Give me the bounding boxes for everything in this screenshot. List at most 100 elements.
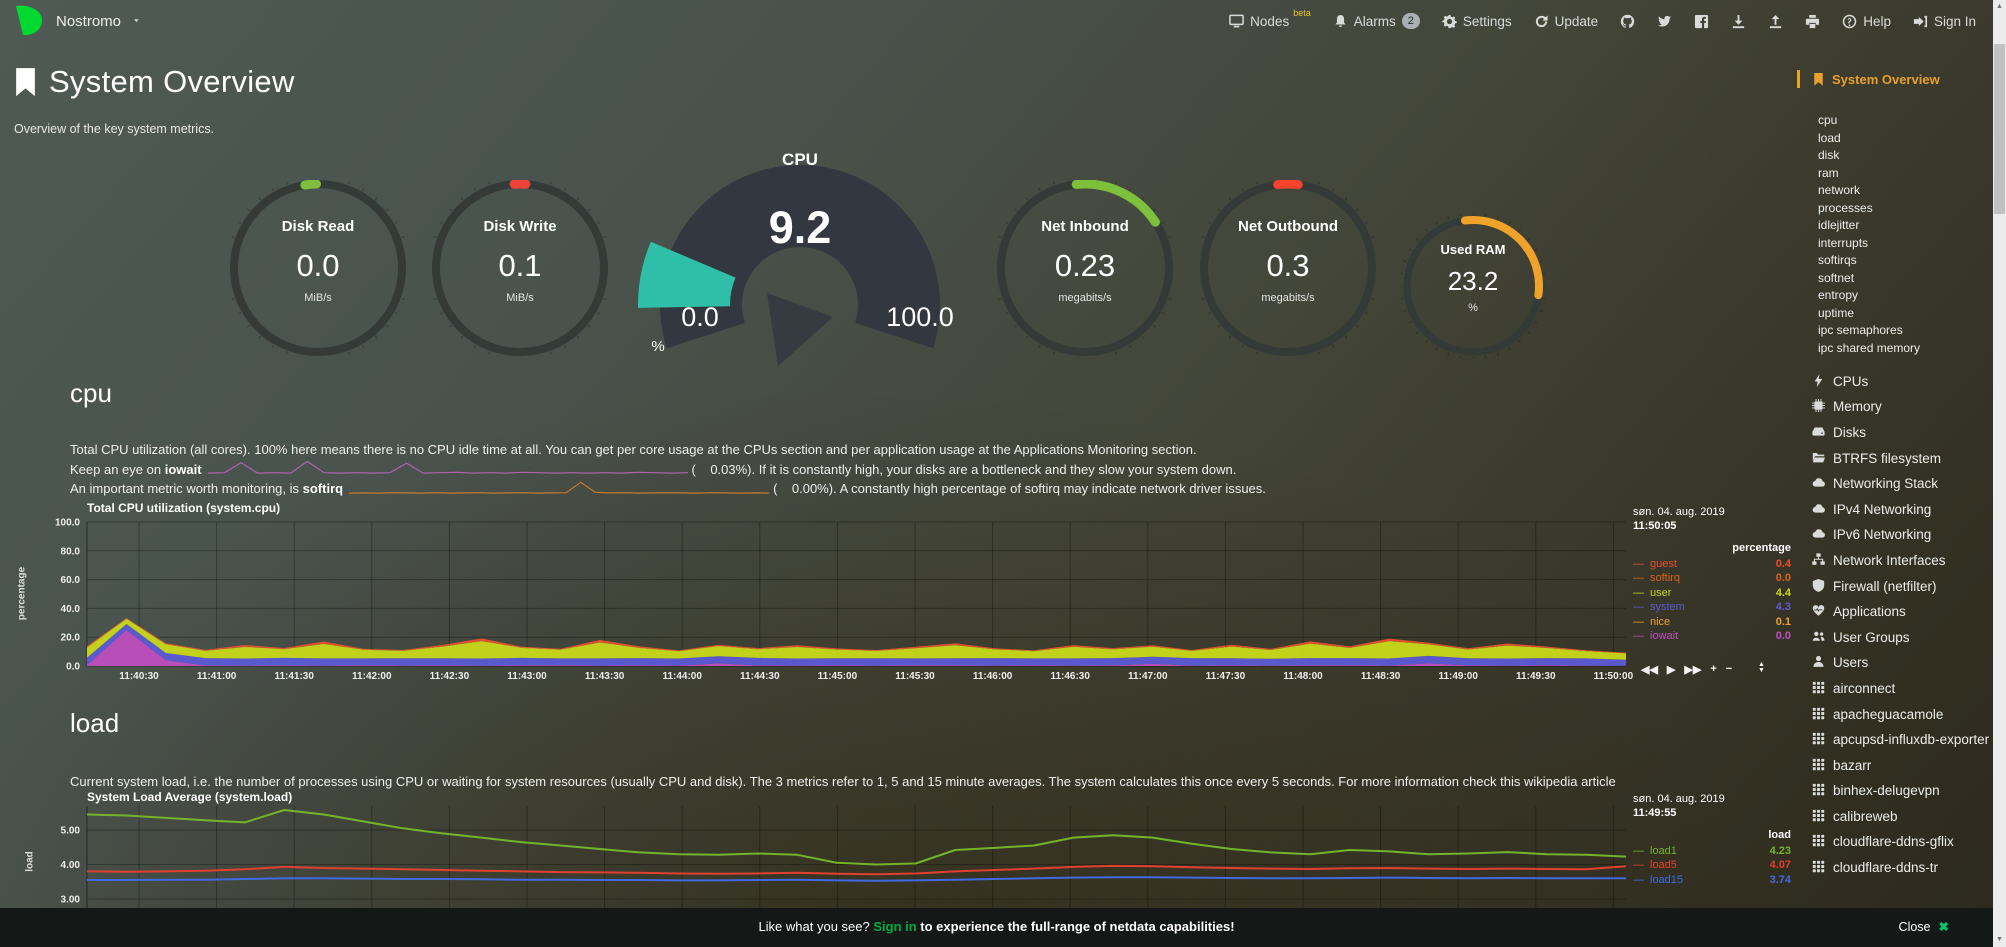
sidebar-item[interactable]: CPUs [1812, 369, 1993, 395]
sidebar-item[interactable]: cloudflare-ddns-gflix [1812, 830, 1993, 856]
gauge-used-ram[interactable]: Used RAM 23.2 % [1401, 214, 1545, 358]
legend-row[interactable]: — load15 3.74 [1633, 873, 1791, 886]
nav-item-help[interactable]: Help [1831, 0, 1902, 42]
nav-item-import[interactable] [1757, 0, 1794, 42]
sidebar-subitem[interactable]: network [1818, 183, 1861, 197]
svg-text:80.0: 80.0 [61, 546, 81, 557]
nav-item-update[interactable]: Update [1523, 0, 1610, 42]
svg-text:11:44:00: 11:44:00 [662, 671, 702, 682]
nav-item-settings[interactable]: Settings [1431, 0, 1523, 42]
sidebar-subitem[interactable]: ram [1818, 165, 1839, 180]
sidebar-item[interactable]: Networking Stack [1812, 471, 1993, 497]
sidebar-item[interactable]: apcupsd-influxdb-exporter [1812, 727, 1993, 753]
sidebar-item[interactable]: Network Interfaces [1812, 548, 1993, 574]
gauge-disk-read[interactable]: Disk Read 0.0 MiB/s [230, 180, 406, 356]
sidebar-item[interactable]: User Groups [1812, 625, 1993, 651]
sidebar-subitem[interactable]: uptime [1818, 305, 1855, 320]
fast-forward-button[interactable]: ▶▶ [1684, 664, 1702, 676]
sidebar-subitem[interactable]: softirqs [1818, 253, 1857, 267]
svg-text:11:49:00: 11:49:00 [1438, 671, 1478, 682]
gauge-disk-write[interactable]: Disk Write 0.1 MiB/s [432, 180, 608, 356]
svg-text:11:43:30: 11:43:30 [585, 671, 625, 682]
legend-row[interactable]: — load5 4.07 [1633, 859, 1791, 872]
close-icon: ✖ [1938, 920, 1949, 934]
gauge-net-outbound[interactable]: Net Outbound 0.3 megabits/s [1200, 180, 1376, 356]
sidebar-item[interactable]: calibreweb [1812, 804, 1993, 830]
gauge-net-inbound[interactable]: Net Inbound 0.23 megabits/s [997, 180, 1173, 356]
nav-icon [1913, 14, 1928, 29]
sidebar-subitem[interactable]: entropy [1818, 288, 1859, 302]
sidebar-subitem[interactable]: softnet [1818, 270, 1855, 285]
legend-row[interactable]: — softirq 0.0 [1633, 572, 1791, 585]
legend-row[interactable]: — iowait 0.0 [1633, 630, 1791, 643]
zoom-out-button[interactable]: − [1725, 663, 1733, 675]
sidebar-item[interactable]: binhex-delugevpn [1812, 779, 1993, 805]
scrollbar-thumb[interactable] [1994, 44, 2005, 214]
nav-item-github[interactable] [1609, 0, 1646, 42]
nav-item-signin[interactable]: Sign In [1902, 0, 1987, 42]
sidebar-item[interactable]: apacheguacamole [1812, 702, 1993, 728]
sidebar-item[interactable]: Disks [1812, 420, 1993, 446]
nav-icon [1842, 14, 1857, 29]
sidebar-item[interactable]: BTRFS filesystem [1812, 446, 1993, 472]
legend-row[interactable]: — system 4.3 [1633, 601, 1791, 614]
legend-row[interactable]: — load1 4.23 [1633, 845, 1791, 857]
play-button[interactable]: ▶ [1666, 664, 1676, 676]
net_inbound-ring [997, 180, 1173, 356]
net_outbound-ring [1200, 180, 1376, 356]
hostname-label: Nostromo [56, 12, 122, 30]
nav-item-nodes[interactable]: Nodes beta [1218, 0, 1322, 42]
sidebar-item[interactable]: airconnect [1812, 676, 1993, 702]
load-chart-legend: søn. 04. aug. 2019 11:49:55 load — load1… [1633, 792, 1791, 887]
nav-icon [1805, 14, 1820, 29]
nav-item-print[interactable] [1794, 0, 1831, 42]
legend-row[interactable]: — user 4.4 [1633, 586, 1791, 599]
scrollbar-up-icon[interactable]: ▲ [1996, 3, 2003, 10]
svg-text:3.00: 3.00 [61, 895, 81, 906]
sidebar-item[interactable]: bazarr [1812, 753, 1993, 779]
sign-in-link[interactable]: Sign in [873, 919, 917, 934]
sidebar-item[interactable]: Applications [1812, 599, 1993, 625]
sidebar-item[interactable]: Firewall (netfilter) [1812, 574, 1993, 600]
scrollbar-down-icon[interactable]: ▼ [1996, 936, 2003, 943]
sidebar-subitem[interactable]: ipc semaphores [1818, 323, 1903, 337]
nav-item-export[interactable] [1720, 0, 1757, 42]
sidebar-subitem[interactable]: load [1818, 130, 1841, 145]
sidebar-item[interactable]: Users [1812, 651, 1993, 677]
nav-icon [1620, 14, 1635, 29]
signin-banner: Like what you see? Sign in to experience… [0, 908, 1993, 947]
sidebar-item[interactable]: IPv6 Networking [1812, 523, 1993, 549]
svg-text:100.0: 100.0 [55, 518, 80, 529]
legend-row[interactable]: — guest 0.4 [1633, 558, 1791, 570]
chart-resize-handle[interactable]: ▲ ▼ [1758, 661, 1765, 674]
gauge-units: % [651, 338, 665, 355]
sidebar-subitem[interactable]: cpu [1818, 113, 1838, 127]
rewind-button[interactable]: ◀◀ [1641, 664, 1658, 676]
gauge-value: 0.1 [498, 248, 542, 283]
sidebar-subitem[interactable]: interrupts [1818, 235, 1869, 250]
zoom-in-button[interactable]: + [1710, 663, 1717, 675]
nav-item-alarms[interactable]: Alarms 2 [1322, 0, 1431, 42]
gauge-cpu[interactable]: CPU 9.2 0.0 100.0 % [560, 140, 1040, 390]
page-title: System Overview [49, 64, 295, 99]
sidebar-item[interactable]: cloudflare-ddns-tr [1812, 855, 1993, 881]
sidebar-subitem[interactable]: ipc shared memory [1818, 340, 1921, 355]
sidebar-item-system-overview[interactable]: System Overview [1797, 70, 1993, 88]
sidebar-subitem[interactable]: idlejitter [1818, 218, 1860, 232]
brand-menu[interactable]: Nostromo [6, 5, 150, 37]
legend-row[interactable]: — nice 0.1 [1633, 615, 1791, 628]
sidebar-item-icon [1812, 476, 1825, 489]
nav-item-twitter[interactable] [1646, 0, 1683, 42]
banner-close-button[interactable]: Close ✖ [1898, 920, 1949, 934]
cpu-desc-line2: Keep an eye on iowait ( 0.03%). If it is… [70, 460, 1690, 480]
sidebar-subitem[interactable]: disk [1818, 148, 1840, 162]
nav-item-facebook[interactable] [1683, 0, 1720, 42]
nav-icon [1731, 14, 1746, 29]
sidebar-item[interactable]: IPv4 Networking [1812, 497, 1993, 523]
cpu-chart[interactable]: Total CPU utilization (system.cpu) 0.0 20.… [0, 495, 1800, 700]
sidebar-subitem[interactable]: processes [1818, 200, 1873, 215]
svg-text:11:44:30: 11:44:30 [740, 671, 780, 682]
sidebar-item[interactable]: Memory [1812, 395, 1993, 421]
scrollbar[interactable]: ▲ ▼ [1993, 0, 2006, 947]
svg-text:11:41:00: 11:41:00 [197, 671, 237, 682]
